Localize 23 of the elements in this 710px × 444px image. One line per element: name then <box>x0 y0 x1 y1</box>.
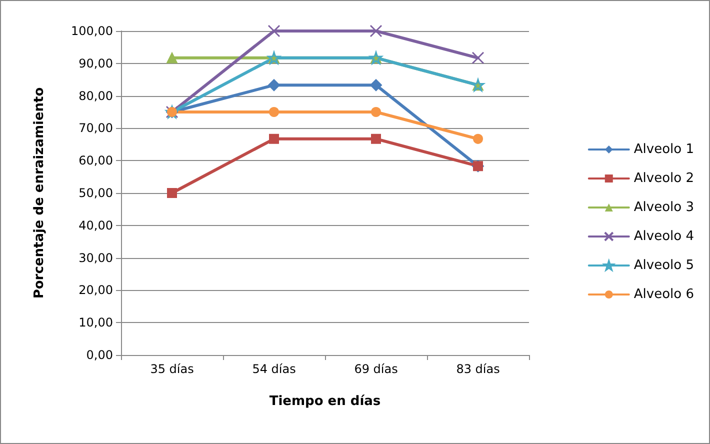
y-tick-label: 0,00 <box>86 348 113 362</box>
x-axis-title: Tiempo en días <box>269 394 381 409</box>
legend-label: Alveolo 4 <box>634 229 694 244</box>
y-tick-label: 90,00 <box>78 56 113 70</box>
y-tick-label: 60,00 <box>78 154 113 168</box>
x-tick-label: 83 días <box>456 362 500 376</box>
y-tick-label: 100,00 <box>71 24 113 38</box>
x-tick-label: 69 días <box>354 362 398 376</box>
legend-label: Alveolo 3 <box>634 200 694 215</box>
legend-label: Alveolo 1 <box>634 142 694 157</box>
y-tick-label: 50,00 <box>78 186 113 200</box>
y-tick-label: 20,00 <box>78 283 113 298</box>
legend-label: Alveolo 2 <box>634 171 694 186</box>
y-axis-title: Porcentaje de enraizamiento <box>32 87 47 299</box>
y-tick-label: 40,00 <box>78 218 113 232</box>
y-tick-label: 70,00 <box>78 121 113 136</box>
x-tick-label: 35 días <box>150 362 194 376</box>
legend-label: Alveolo 5 <box>634 258 694 273</box>
y-tick-label: 30,00 <box>78 250 113 265</box>
y-tick-label: 80,00 <box>78 88 113 103</box>
legend-label: Alveolo 6 <box>634 287 694 302</box>
y-tick-label: 10,00 <box>78 316 113 330</box>
x-tick-label: 54 días <box>252 362 296 376</box>
